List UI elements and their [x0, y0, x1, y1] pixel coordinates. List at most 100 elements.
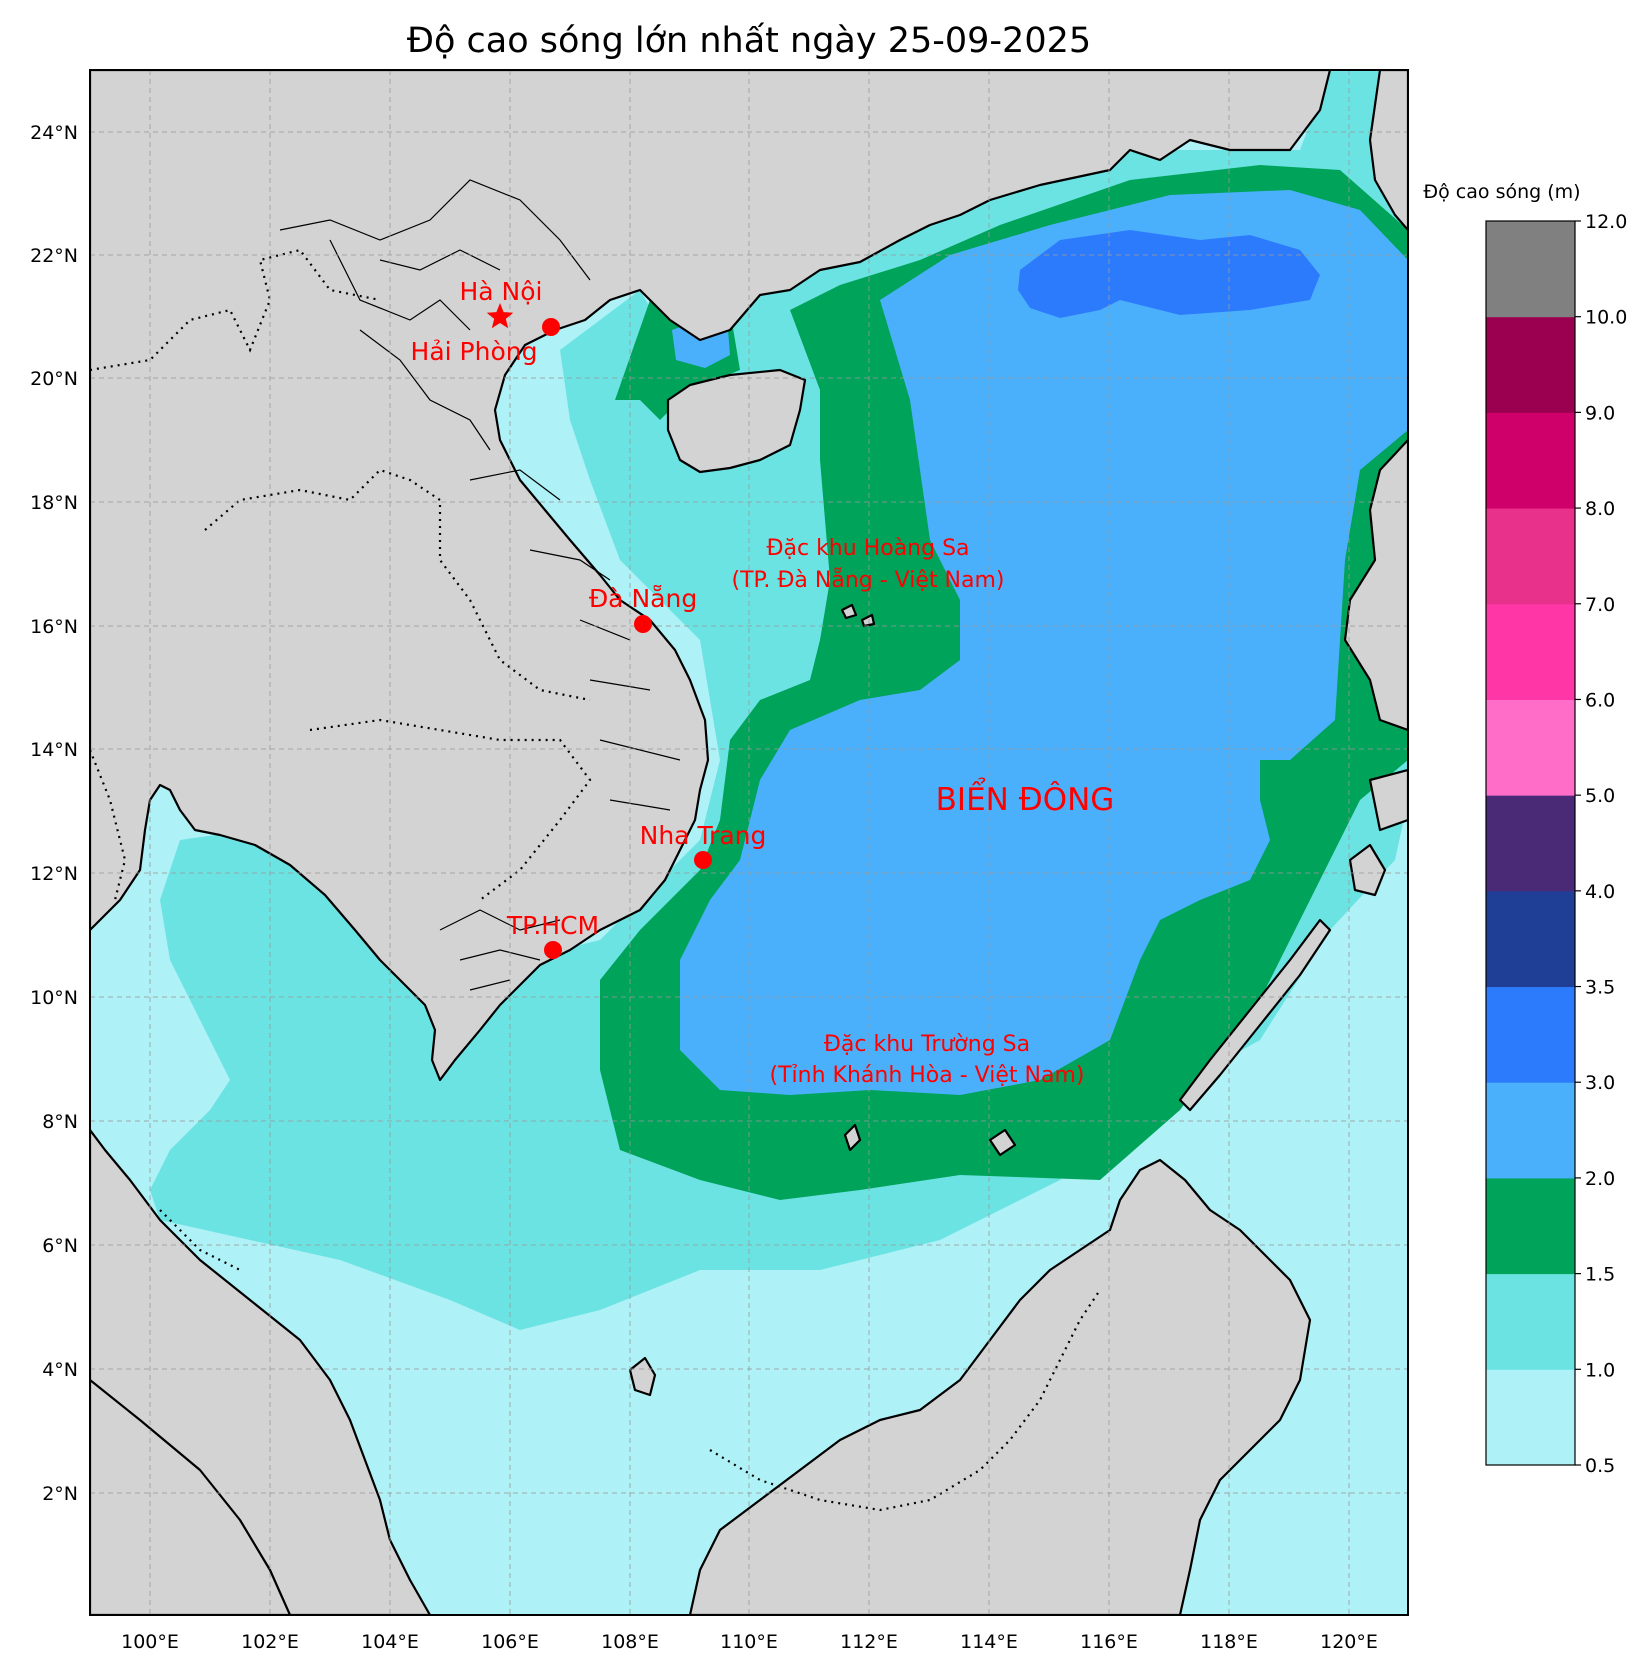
colorbar-cell — [1486, 1082, 1575, 1179]
map-frame — [89, 69, 1409, 1616]
city-label-hai-phong: Hải Phòng — [411, 337, 538, 366]
lon-tick: 102°E — [241, 1631, 299, 1653]
lon-tick: 112°E — [840, 1631, 898, 1653]
lat-tick: 8°N — [42, 1111, 78, 1133]
nha-trang-marker — [694, 851, 712, 869]
city-label-nha-trang: Nha Trang — [640, 821, 767, 850]
lon-tick: 104°E — [361, 1631, 419, 1653]
da-nang-marker — [634, 615, 652, 633]
colorbar-cell — [1486, 1369, 1575, 1466]
colorbar-cells — [1486, 221, 1575, 1466]
land-luzon — [1343, 438, 1408, 732]
colorbar-level-label: 3.0 — [1585, 1072, 1615, 1094]
lat-tick: 4°N — [42, 1359, 78, 1381]
sea-band-2-3 — [680, 190, 1408, 1095]
colorbar-cell — [1486, 1177, 1575, 1275]
city-label-ha-noi: Hà Nội — [459, 277, 542, 306]
border-thailand — [90, 749, 127, 901]
city-da-nang: Đà Nẵng — [589, 584, 697, 633]
colorbar-level-label: 4.0 — [1585, 881, 1615, 903]
colorbar-level-label: 12.0 — [1585, 211, 1627, 233]
label-truong-sa-line1: Đặc khu Trường Sa — [824, 1032, 1030, 1057]
lon-tick: 106°E — [481, 1631, 539, 1653]
land-spratly-1 — [843, 1123, 862, 1152]
province-lines-north — [279, 179, 591, 451]
colorbar-level-label: 3.5 — [1585, 977, 1615, 999]
colorbar-cell — [1486, 699, 1575, 796]
city-hai-phong: Hải Phòng — [411, 318, 560, 366]
colorbar-level-label: 10.0 — [1585, 307, 1627, 329]
colorbar-cell — [1486, 890, 1575, 988]
border-cambodia — [309, 718, 592, 901]
label-hoang-sa-line1: Đặc khu Hoàng Sa — [766, 536, 969, 561]
land-spratly-2 — [988, 1128, 1017, 1157]
city-tphcm: TP.HCM — [506, 911, 599, 959]
colorbar-frame — [1485, 220, 1576, 1466]
lat-tick: 16°N — [30, 616, 78, 638]
colorbar-level-label: 5.0 — [1585, 785, 1615, 807]
land-mainland — [90, 70, 1332, 1082]
lon-tick: 116°E — [1080, 1631, 1138, 1653]
land-natuna — [628, 1356, 657, 1397]
city-label-tphcm: TP.HCM — [506, 911, 599, 940]
land-paracel-1 — [840, 603, 858, 620]
colorbar-cell — [1486, 1273, 1575, 1370]
colorbar-cell — [1486, 221, 1575, 318]
colorbar-cell — [1486, 986, 1575, 1083]
lat-axis: 2°N 4°N 6°N 8°N 10°N 12°N 14°N 16°N 18°N… — [30, 122, 78, 1505]
colorbar-cell — [1486, 795, 1575, 892]
colorbar-cell — [1486, 412, 1575, 509]
lon-tick: 114°E — [960, 1631, 1018, 1653]
colorbar-level-label: 7.0 — [1585, 594, 1615, 616]
label-sea: BIỂN ĐÔNG — [936, 777, 1115, 818]
border-malay — [159, 1209, 241, 1271]
colorbar-level-label: 6.0 — [1585, 689, 1615, 711]
land-sumatra — [90, 1378, 292, 1615]
label-hoang-sa-line2: (TP. Đà Nẵng - Việt Nam) — [732, 567, 1005, 593]
colorbar-title: Độ cao sóng (m) — [1423, 181, 1580, 203]
province-lines-central — [469, 469, 681, 811]
land-visayas — [1368, 768, 1408, 832]
land-palawan — [1178, 918, 1332, 1112]
hai-phong-marker — [542, 318, 560, 336]
lon-tick: 110°E — [720, 1631, 778, 1653]
ha-noi-star-marker — [486, 303, 514, 329]
city-ha-noi: Hà Nội — [459, 277, 543, 329]
lat-tick: 22°N — [30, 245, 78, 267]
colorbar: Độ cao sóng (m) 0.5 1.0 1.5 2.0 3.0 3.5 4.0 5.0… — [1423, 181, 1627, 1477]
lat-tick: 20°N — [30, 368, 78, 390]
land-hainan — [666, 368, 807, 474]
colorbar-level-label: 9.0 — [1585, 402, 1615, 424]
colorbar-cell — [1486, 508, 1575, 605]
province-lines-south — [439, 909, 561, 991]
lon-tick: 108°E — [601, 1631, 659, 1653]
map-area: Đặc khu Hoàng Sa (TP. Đà Nẵng - Việt Nam… — [90, 70, 1408, 1615]
colorbar-level-label: 2.0 — [1585, 1168, 1615, 1190]
colorbar-level-label: 0.5 — [1585, 1455, 1615, 1477]
lat-tick: 6°N — [42, 1235, 78, 1257]
sea-band-3-35 — [1018, 230, 1320, 318]
lon-tick: 100°E — [121, 1631, 179, 1653]
colorbar-level-label: 1.5 — [1585, 1264, 1615, 1286]
lat-tick: 12°N — [30, 863, 78, 885]
tphcm-marker — [544, 941, 562, 959]
lat-tick: 2°N — [42, 1483, 78, 1505]
label-truong-sa-line2: (Tỉnh Khánh Hòa - Việt Nam) — [770, 1063, 1085, 1088]
colorbar-cell — [1486, 316, 1575, 413]
land-mindoro — [1348, 843, 1387, 897]
colorbar-labels: 0.5 1.0 1.5 2.0 3.0 3.5 4.0 5.0 6.0 7.0 8.0 9.0 10.0… — [1575, 211, 1627, 1477]
lat-tick: 10°N — [30, 987, 78, 1009]
city-nha-trang: Nha Trang — [640, 821, 767, 869]
lon-tick: 118°E — [1200, 1631, 1258, 1653]
land-taiwan — [1368, 70, 1408, 232]
lat-tick: 24°N — [30, 122, 78, 144]
map-title: Độ cao sóng lớn nhất ngày 25-09-2025 — [407, 21, 1091, 61]
city-label-da-nang: Đà Nẵng — [589, 584, 697, 613]
land-borneo — [688, 1158, 1312, 1615]
colorbar-level-label: 1.0 — [1585, 1359, 1615, 1381]
border-laos — [90, 248, 381, 372]
colorbar-cell — [1486, 603, 1575, 700]
colorbar-level-label: 8.0 — [1585, 498, 1615, 520]
lon-axis: 100°E 102°E 104°E 106°E 108°E 110°E 112°… — [121, 1631, 1378, 1653]
